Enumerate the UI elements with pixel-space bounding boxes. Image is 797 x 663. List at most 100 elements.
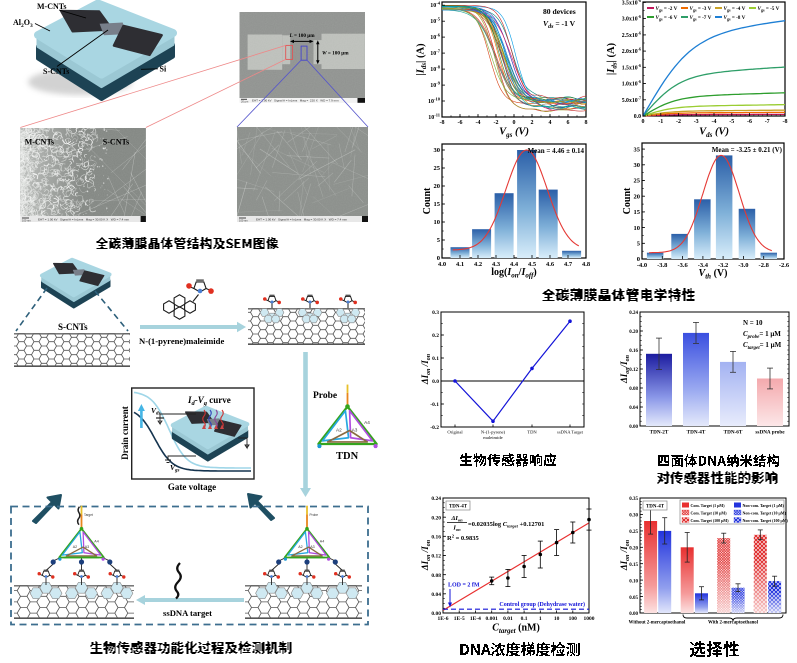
svg-text:A3: A3 bbox=[310, 545, 314, 549]
svg-text:Count: Count bbox=[422, 187, 433, 214]
svg-text:Drain current: Drain current bbox=[120, 406, 130, 460]
svg-text:0.12: 0.12 bbox=[629, 368, 638, 373]
svg-text:0.16: 0.16 bbox=[431, 535, 441, 541]
svg-text:10: 10 bbox=[634, 225, 641, 232]
svg-text:EHT = 3.00 kV Signal A = InL: EHT = 3.00 kV Signal A = InLens Mag = 22… bbox=[252, 99, 339, 103]
svg-text:15: 15 bbox=[634, 209, 641, 216]
svg-text:|Ids| (A): |Ids| (A) bbox=[606, 42, 619, 75]
svg-text:25: 25 bbox=[634, 178, 641, 185]
svg-text:4.8: 4.8 bbox=[582, 261, 591, 268]
svg-text:-5: -5 bbox=[729, 119, 734, 125]
svg-text:0.01: 0.01 bbox=[503, 616, 513, 622]
svg-text:0.24: 0.24 bbox=[629, 311, 638, 316]
svg-text:3.5x10-6: 3.5x10-6 bbox=[622, 0, 641, 6]
svg-text:Target: Target bbox=[84, 513, 93, 517]
svg-text:ΔIon /Ion: ΔIon /Ion bbox=[420, 539, 432, 571]
svg-text:30: 30 bbox=[434, 147, 441, 154]
svg-text:ΔIon/Ion: ΔIon/Ion bbox=[619, 354, 631, 384]
svg-text:1: 1 bbox=[539, 616, 542, 622]
svg-text:Id-Vg curve: Id-Vg curve bbox=[187, 395, 231, 407]
svg-text:log(Ion/Ioff): log(Ion/Ioff) bbox=[491, 267, 537, 280]
svg-text:4: 4 bbox=[549, 120, 552, 126]
svg-text:4.7: 4.7 bbox=[564, 261, 573, 268]
svg-text:Control group (Dehydrase water: Control group (Dehydrase water) bbox=[499, 601, 585, 608]
svg-text:25: 25 bbox=[434, 165, 441, 172]
svg-text:TDN: TDN bbox=[336, 451, 359, 462]
svg-text:0.3: 0.3 bbox=[432, 310, 439, 316]
svg-text:0.20: 0.20 bbox=[629, 330, 638, 335]
svg-text:0: 0 bbox=[437, 255, 440, 262]
svg-text:Probe: Probe bbox=[313, 391, 337, 401]
svg-text:0.1: 0.1 bbox=[521, 616, 528, 622]
svg-text:1E-6: 1E-6 bbox=[438, 616, 449, 622]
svg-text:20 μm: 20 μm bbox=[241, 99, 248, 103]
svg-text:Without 2-mercaptoethanol: Without 2-mercaptoethanol bbox=[629, 621, 686, 626]
svg-text:20: 20 bbox=[634, 193, 641, 200]
svg-text:-7: -7 bbox=[765, 119, 770, 125]
svg-text:Si: Si bbox=[160, 65, 167, 74]
svg-text:-2: -2 bbox=[676, 119, 681, 125]
svg-text:A4: A4 bbox=[320, 539, 324, 543]
svg-text:100 nm: 100 nm bbox=[239, 219, 248, 223]
svg-text:0.00: 0.00 bbox=[629, 425, 638, 430]
svg-text:0.0: 0.0 bbox=[432, 379, 439, 385]
svg-text:100: 100 bbox=[569, 616, 578, 622]
svg-text:10: 10 bbox=[434, 219, 441, 226]
svg-text:0.24: 0.24 bbox=[431, 496, 441, 502]
svg-text:0.12: 0.12 bbox=[431, 554, 441, 560]
svg-text:2.0x10-6: 2.0x10-6 bbox=[622, 47, 641, 56]
svg-text:10-11: 10-11 bbox=[428, 113, 441, 122]
svg-text:ΔIon: ΔIon bbox=[450, 515, 463, 523]
svg-text:0.00: 0.00 bbox=[629, 612, 638, 617]
svg-text:-3.2: -3.2 bbox=[718, 262, 728, 269]
svg-text:EHT = 1.00 kV Signal A = InL: EHT = 1.00 kV Signal A = InLens Mag = 30… bbox=[38, 218, 130, 222]
svg-text:TDN-4T: TDN-4T bbox=[646, 505, 665, 510]
svg-text:Gate voltage: Gate voltage bbox=[168, 482, 216, 492]
svg-text:-2.8: -2.8 bbox=[759, 262, 770, 269]
svg-text:0.20: 0.20 bbox=[629, 547, 638, 552]
svg-text:4.2: 4.2 bbox=[474, 261, 482, 268]
svg-text:5: 5 bbox=[437, 237, 441, 244]
svg-text:EHT = 1.00 kV Signal A = InL: EHT = 1.00 kV Signal A = InLens Mag = 30… bbox=[256, 218, 348, 222]
svg-text:Vgs: Vgs bbox=[170, 463, 180, 474]
svg-text:A3: A3 bbox=[352, 428, 358, 433]
svg-text:Non-com. Target (100 μM): Non-com. Target (100 μM) bbox=[743, 518, 789, 523]
svg-text:1E-4: 1E-4 bbox=[470, 616, 481, 622]
svg-text:Mean = -3.25 ± 0.21 (V): Mean = -3.25 ± 0.21 (V) bbox=[712, 146, 783, 154]
svg-text:1.0x10-6: 1.0x10-6 bbox=[622, 79, 641, 88]
svg-text:-2.6: -2.6 bbox=[779, 262, 790, 269]
svg-text:1000: 1000 bbox=[584, 616, 595, 622]
svg-text:A2: A2 bbox=[336, 428, 342, 433]
svg-text:Ctarget (nM): Ctarget (nM) bbox=[492, 623, 540, 636]
svg-text:A3: A3 bbox=[85, 545, 89, 549]
svg-text:Vgs = -6 V: Vgs = -6 V bbox=[656, 15, 678, 22]
svg-text:Count: Count bbox=[622, 187, 633, 214]
svg-text:ssDNA probe: ssDNA probe bbox=[755, 430, 785, 436]
svg-text:Ctarget= 1 μM: Ctarget= 1 μM bbox=[743, 341, 782, 351]
svg-text:L = 100 μm: L = 100 μm bbox=[288, 33, 315, 39]
svg-text:0.04: 0.04 bbox=[431, 592, 441, 598]
svg-text:Vds (V): Vds (V) bbox=[699, 127, 729, 140]
svg-text:R2 = 0.9835: R2 = 0.9835 bbox=[447, 534, 480, 543]
svg-text:TDN-4T: TDN-4T bbox=[449, 505, 468, 510]
svg-text:10-8: 10-8 bbox=[430, 65, 440, 74]
svg-text:-3.8: -3.8 bbox=[657, 262, 668, 269]
svg-text:LOD = 2 fM: LOD = 2 fM bbox=[448, 583, 480, 589]
svg-text:15: 15 bbox=[434, 201, 441, 208]
svg-text:10: 10 bbox=[554, 616, 560, 622]
svg-text:0: 0 bbox=[642, 119, 645, 125]
svg-text:0.05: 0.05 bbox=[629, 596, 638, 601]
svg-text:0.0: 0.0 bbox=[634, 114, 641, 120]
svg-text:TDN-2T: TDN-2T bbox=[650, 430, 669, 436]
svg-text:Original: Original bbox=[447, 430, 463, 435]
svg-text:-6: -6 bbox=[458, 120, 463, 126]
svg-text:-0.2: -0.2 bbox=[430, 425, 439, 431]
svg-text:10-10: 10-10 bbox=[428, 97, 441, 106]
svg-text:8: 8 bbox=[585, 120, 588, 126]
svg-text:Com. Target (10 μM): Com. Target (10 μM) bbox=[691, 510, 728, 515]
svg-text:Vgs = -7 V: Vgs = -7 V bbox=[690, 15, 712, 22]
svg-text:Non-com. Target (10 μM): Non-com. Target (10 μM) bbox=[743, 510, 787, 515]
svg-text:Vds: Vds bbox=[151, 406, 161, 417]
svg-text:0.2: 0.2 bbox=[432, 333, 439, 339]
svg-text:ssDNA Target: ssDNA Target bbox=[557, 430, 584, 435]
